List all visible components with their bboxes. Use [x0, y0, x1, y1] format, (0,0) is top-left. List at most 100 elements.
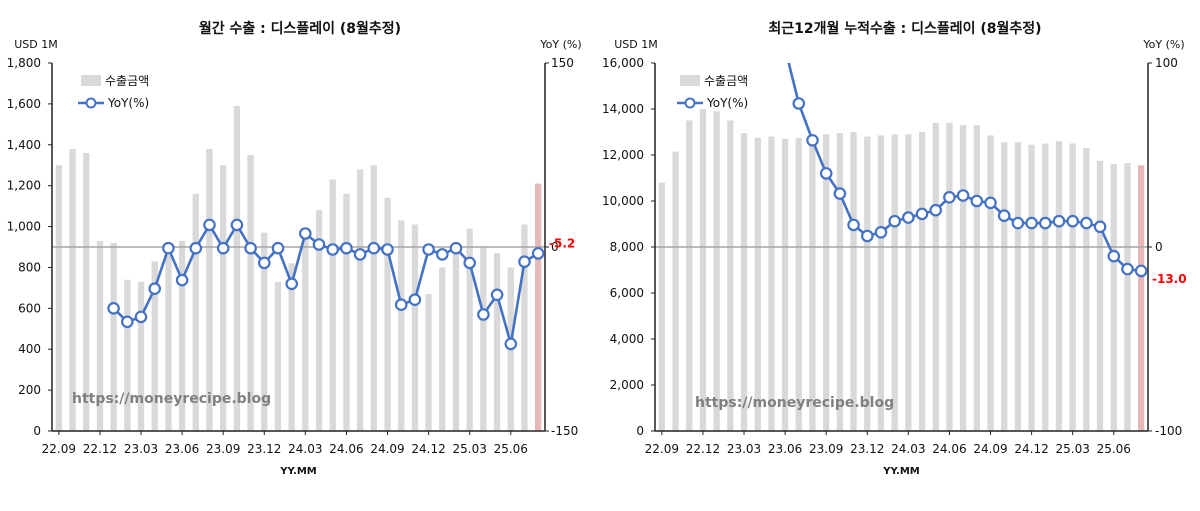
x-tick-label: 24.06 — [329, 442, 363, 456]
bar-export-23.06 — [178, 240, 186, 431]
y-left-tick-label: 800 — [18, 260, 41, 274]
x-axis-label: YY.MM — [882, 466, 920, 477]
x-tick-label: 22.09 — [42, 442, 76, 456]
yoy-point-24.12 — [422, 243, 435, 256]
yoy-point-25.08 — [1134, 264, 1148, 278]
bar-export-22.09 — [55, 165, 62, 431]
yoy-point-23.11 — [847, 218, 860, 232]
bar-export-23.03 — [740, 133, 748, 431]
bar-export-25.01 — [1042, 143, 1049, 431]
yoy-point-23.08 — [203, 218, 216, 232]
legend: 수출금액 YoY(%) — [78, 74, 149, 110]
bar-export-24.06 — [946, 122, 953, 432]
bar-export-23.11 — [247, 155, 254, 431]
x-tick-label: 25.03 — [453, 442, 487, 456]
bar-export-24.12 — [425, 294, 432, 431]
x-tick-label: 24.09 — [973, 442, 1007, 456]
last-yoy-data-label: -5.2 — [549, 236, 575, 250]
yoy-point-23.12 — [860, 229, 874, 243]
x-tick-label: 24.12 — [1014, 442, 1048, 456]
y-left-tick-label: 0 — [636, 424, 644, 438]
y-left-tick-label: 10,000 — [602, 194, 644, 208]
cumulative-export-chart: 최근12개월 누적수출 : 디스플레이 (8월추정) USD 1M YoY (%) 0… — [602, 20, 1187, 477]
yoy-point-24.08 — [367, 241, 381, 255]
yoy-line — [787, 63, 1142, 273]
x-tick-label: 24.03 — [891, 442, 925, 456]
bar-export-23.06 — [781, 138, 789, 431]
legend-bar-swatch — [81, 75, 101, 86]
legend-line-marker — [85, 97, 97, 109]
yoy-point-25.06 — [1107, 249, 1121, 263]
bar-export-24.11 — [411, 224, 419, 431]
y-left-tick-label: 6,000 — [610, 286, 644, 300]
legend-bar-swatch — [680, 75, 700, 86]
yoy-point-24.04 — [312, 238, 326, 251]
chart-title: 최근12개월 누적수출 : 디스플레이 (8월추정) — [768, 20, 1041, 37]
y-axis-left-unit: USD 1M — [14, 38, 58, 51]
bar-export-24.01 — [274, 281, 282, 431]
yoy-point-23.09 — [216, 241, 230, 255]
bar-export-24.10 — [1001, 142, 1008, 432]
yoy-point-23.07 — [792, 97, 806, 110]
x-tick-label: 25.06 — [1097, 442, 1131, 456]
bar-export-25.06 — [1110, 164, 1117, 431]
yoy-point-23.02 — [121, 315, 134, 329]
bar-export-24.08 — [973, 125, 980, 431]
bar-export-25.08 — [535, 183, 542, 431]
bar-export-25.07 — [521, 224, 528, 431]
x-tick-label: 23.12 — [850, 442, 884, 456]
x-tick-label: 22.12 — [83, 442, 117, 456]
x-tick-label: 23.09 — [809, 442, 843, 456]
bar-export-22.10 — [672, 151, 679, 431]
watermark-text: https://moneyrecipe.blog — [72, 391, 271, 407]
yoy-point-24.08 — [970, 194, 984, 208]
bar-export-24.03 — [905, 134, 912, 432]
yoy-point-25.08 — [531, 247, 545, 260]
bar-export-23.01 — [110, 242, 117, 431]
bar-export-23.09 — [220, 165, 227, 431]
x-tick-label: 23.09 — [206, 442, 240, 456]
bar-export-24.04 — [918, 132, 926, 431]
y-right-tick-label: 150 — [551, 56, 574, 70]
yoy-point-25.05 — [1093, 220, 1107, 234]
bar-export-22.09 — [658, 182, 665, 431]
bar-export-24.08 — [370, 165, 377, 431]
bar-export-22.11 — [686, 120, 693, 431]
yoy-point-25.02 — [1052, 214, 1066, 228]
y-left-tick-label: 200 — [18, 383, 41, 397]
bar-export-24.05 — [932, 122, 939, 432]
y-left-tick-label: 2,000 — [610, 378, 644, 392]
bar-export-25.08 — [1138, 165, 1145, 432]
bar-export-25.07 — [1124, 163, 1131, 431]
x-tick-label: 24.06 — [932, 442, 966, 456]
bar-export-25.04 — [480, 247, 487, 431]
y-right-tick-label: 0 — [551, 240, 559, 254]
bar-export-23.01 — [713, 111, 720, 432]
yoy-point-24.05 — [929, 203, 942, 217]
bar-export-22.12 — [699, 109, 707, 431]
bar-export-24.02 — [891, 134, 898, 432]
bar-export-23.07 — [192, 193, 199, 431]
x-tick-label: 24.09 — [370, 442, 404, 456]
legend-bar-label: 수출금액 — [704, 74, 748, 88]
x-tick-label: 25.06 — [494, 442, 528, 456]
legend-line-marker — [684, 97, 696, 109]
bar-export-25.05 — [1096, 160, 1104, 432]
y-axis-right-unit: YoY (%) — [539, 38, 581, 51]
bar-export-23.04 — [754, 137, 761, 432]
bar-export-23.08 — [206, 148, 213, 431]
yoy-point-24.06 — [340, 241, 353, 255]
yoy-point-25.07 — [1121, 262, 1134, 276]
yoy-point-25.04 — [477, 308, 490, 321]
bar-export-24.01 — [877, 135, 885, 431]
yoy-point-24.03 — [901, 211, 915, 224]
yoy-point-24.09 — [381, 243, 394, 256]
bar-export-23.10 — [836, 133, 843, 431]
bar-export-23.02 — [124, 279, 131, 431]
bar-export-24.06 — [343, 193, 350, 431]
y-left-tick-label: 1,000 — [7, 220, 41, 234]
y-right-tick-label: -100 — [1155, 424, 1182, 438]
yoy-point-25.02 — [449, 241, 463, 255]
bar-export-23.05 — [165, 255, 172, 431]
bar-export-23.09 — [823, 134, 830, 432]
